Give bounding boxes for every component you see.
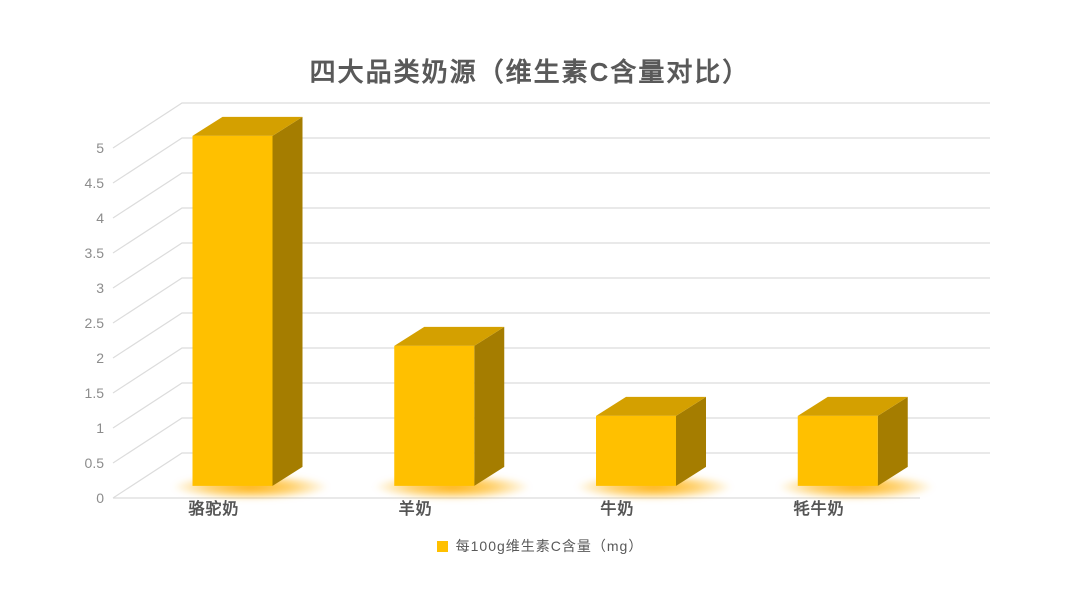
y-tick-4: 4 [96,210,104,226]
bar-1 [374,326,531,500]
bar-front-face [192,135,273,486]
bar-front-face [394,345,475,486]
chart-canvas: 0 0.5 1 1.5 2 2.5 3 3.5 4 4.5 5 骆驼奶 羊奶 牛奶 牦牛奶 [85,102,990,518]
bar-top-face [394,326,505,346]
y-tick-0.5: 0.5 [85,455,105,471]
x-tick-3: 牦牛奶 [794,499,845,518]
bar-top-face [797,396,908,416]
gridlines [112,102,990,499]
y-tick-1: 1 [96,420,104,436]
chart-legend: 每100g维生素C含量（mg） [0,536,1080,556]
bar-front-face [797,415,878,486]
bar-side-face [877,396,908,486]
y-tick-1.5: 1.5 [85,385,105,401]
bar-3 [777,396,934,500]
chart-title: 四大品类奶源（维生素C含量对比） [309,57,751,87]
legend-swatch-icon [436,540,448,552]
x-tick-1: 羊奶 [399,499,433,518]
gridline-4.5 [112,137,990,184]
gridline-3.5 [112,207,990,254]
y-tick-2: 2 [96,350,104,366]
gridline-4 [112,172,990,219]
y-tick-0: 0 [96,490,104,506]
x-tick-0: 骆驼奶 [188,499,239,518]
y-tick-4.5: 4.5 [85,175,105,191]
gridline-1 [112,382,990,429]
legend-label: 每100g维生素C含量（mg） [455,538,644,554]
x-tick-2: 牛奶 [600,499,634,518]
bar-top-face [596,396,707,416]
bar-top-face [192,116,303,136]
gridline-0.5 [112,417,990,464]
gridline-2 [112,312,990,359]
y-tick-3: 3 [96,280,104,296]
bar-side-face [474,326,505,486]
gridline-5 [112,102,990,149]
bar-2 [576,396,733,500]
gridline-3 [112,242,990,289]
y-axis-tick-labels: 0 0.5 1 1.5 2 2.5 3 3.5 4 4.5 5 [85,140,105,506]
y-tick-2.5: 2.5 [85,315,105,331]
bar-front-face [596,415,677,486]
bar-side-face [272,116,303,486]
x-axis-category-labels: 骆驼奶 羊奶 牛奶 牦牛奶 [188,499,845,518]
gridline-2.5 [112,277,990,324]
gridline-1.5 [112,347,990,394]
y-tick-5: 5 [96,140,104,156]
bar-side-face [676,396,707,486]
gridline-0 [112,452,990,499]
y-tick-3.5: 3.5 [85,245,105,261]
bar-0 [172,116,329,500]
